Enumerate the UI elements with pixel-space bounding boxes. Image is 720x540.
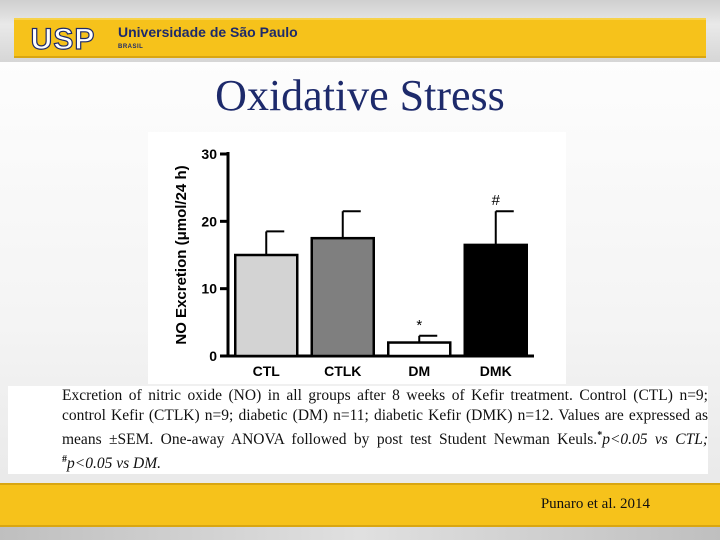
bar [234,253,299,358]
x-tick-label: DM [408,363,430,379]
x-tick-label: CTL [253,363,281,379]
bottom-strip [0,527,720,540]
university-name: Universidade de São Paulo [118,24,298,40]
bar [463,243,528,358]
country-label: BRASIL [118,44,144,50]
chart-panel: 0 10 20 30 NO Excretion (μmol/24 h) CTL CTLK * D… [148,132,566,384]
footer-band: Punaro et al. 2014 [0,483,720,527]
y-axis-label: NO Excretion (μmol/24 h) [173,165,190,344]
y-tick-label: 10 [201,281,217,297]
university-banner: USP Universidade de São Paulo BRASIL [14,18,706,58]
caption-text: Excretion of nitric oxide (NO) in all gr… [62,387,708,448]
y-tick-label: 30 [201,146,217,162]
figure-caption: Excretion of nitric oxide (NO) in all gr… [8,386,708,474]
usp-logo: USP [20,22,106,54]
caption-sig2-text: p<0.05 vs DM. [67,455,161,472]
y-tick-label: 0 [209,348,217,364]
caption-sig2-mark: # [62,454,67,465]
bar [387,341,452,358]
slide-title: Oxidative Stress [215,71,505,120]
significance-mark: * [416,317,422,334]
caption-sig1-text: p<0.05 vs CTL; [602,431,708,448]
x-tick-label: DMK [480,363,512,379]
caption-sig1-mark: * [597,430,603,441]
y-tick-label: 20 [201,213,217,229]
bar [310,236,375,358]
header-band: USP Universidade de São Paulo BRASIL [0,0,720,62]
x-tick-label: CTLK [324,363,361,379]
bar-chart: 0 10 20 30 NO Excretion (μmol/24 h) CTL CTLK * D… [173,146,534,379]
significance-mark: # [492,192,501,209]
citation: Punaro et al. 2014 [540,496,650,512]
usp-logo-text: USP [31,23,96,54]
